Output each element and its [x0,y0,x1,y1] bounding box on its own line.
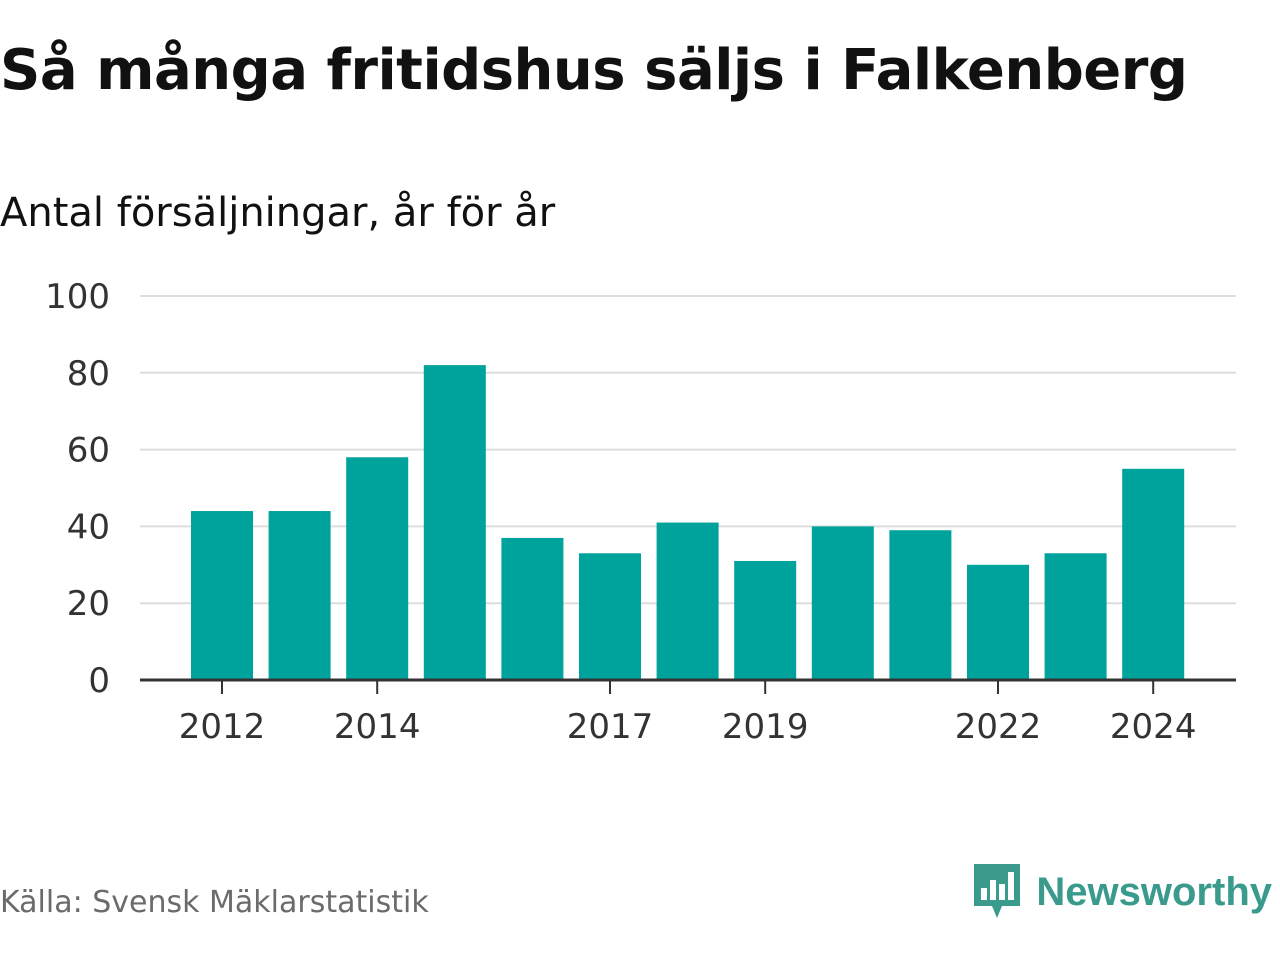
brand-name: Newsworthy [1036,869,1272,914]
bar-2024 [1122,468,1185,680]
bar-2014 [346,457,409,680]
x-tick-label: 2024 [1110,707,1197,747]
x-tick-label: 2014 [334,707,421,747]
bars [191,365,1185,680]
source-note: Källa: Svensk Mäklarstatistik [0,885,429,920]
chart-subtitle: Antal försäljningar, år för år [0,190,556,236]
bar-2019 [734,560,797,680]
y-tick-label: 0 [88,661,110,701]
bar-2018 [656,522,719,680]
bar-2020 [811,526,874,680]
x-tick-label: 2012 [179,707,266,747]
bar-2017 [579,553,641,680]
bar-2013 [268,511,331,680]
bar-2022 [967,564,1029,680]
y-tick-label: 80 [67,354,110,394]
bar-2021 [889,530,952,680]
y-tick-label: 60 [67,431,110,471]
y-axis-ticks: 0 20 40 60 80 100 [45,277,110,701]
y-tick-label: 20 [67,584,110,624]
bar-2016 [501,537,564,680]
brand-logo: Newsworthy [972,862,1272,922]
newsworthy-logo-icon [974,864,1021,918]
x-tick-label: 2017 [567,707,654,747]
y-tick-label: 100 [45,277,110,317]
x-axis: 2012 2014 2017 2019 2022 2024 [140,678,1236,747]
bar-2012 [191,511,253,680]
chart-title: Så många fritidshus säljs i Falkenberg [0,38,1188,103]
bar-2023 [1044,553,1107,680]
bar-chart: 0 20 40 60 80 100 2012 2014 2017 2019 2022 2024 [45,277,1236,747]
y-tick-label: 40 [67,507,110,547]
x-tick-label: 2022 [955,707,1042,747]
x-tick-label: 2019 [722,707,809,747]
bar-2015 [423,365,486,680]
